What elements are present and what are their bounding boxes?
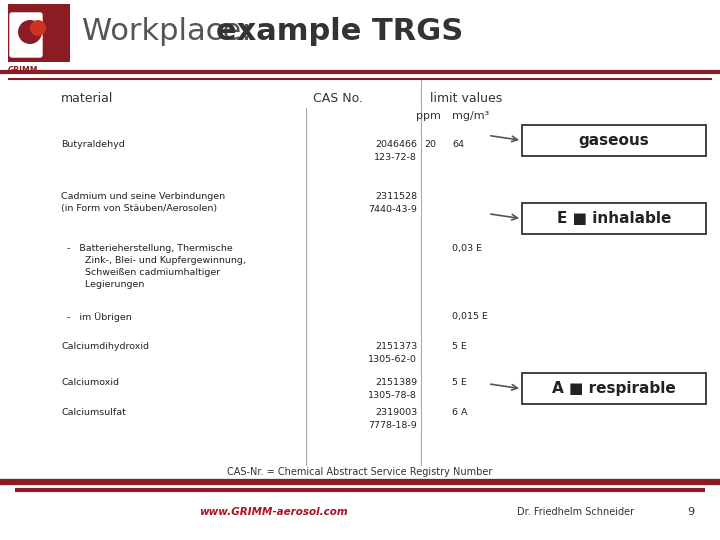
Circle shape xyxy=(18,20,42,44)
FancyBboxPatch shape xyxy=(10,13,42,57)
Text: mg/m³: mg/m³ xyxy=(452,111,490,121)
Circle shape xyxy=(30,20,46,36)
Text: A ■ respirable: A ■ respirable xyxy=(552,381,675,396)
Text: Butyraldehyd: Butyraldehyd xyxy=(61,140,125,149)
Text: Calciumdihydroxid: Calciumdihydroxid xyxy=(61,342,149,351)
Text: 2151373: 2151373 xyxy=(375,342,417,351)
Text: 5 E: 5 E xyxy=(452,342,467,351)
Text: GRIMM: GRIMM xyxy=(8,66,38,75)
FancyBboxPatch shape xyxy=(522,373,706,404)
Text: CAS No.: CAS No. xyxy=(313,91,363,105)
Text: 2151389: 2151389 xyxy=(375,378,417,387)
Text: 1305-62-0: 1305-62-0 xyxy=(369,355,417,364)
FancyBboxPatch shape xyxy=(8,4,70,62)
Text: 123-72-8: 123-72-8 xyxy=(374,153,417,162)
Text: gaseous: gaseous xyxy=(578,133,649,148)
Text: ppm: ppm xyxy=(416,111,441,121)
Text: 0,03 E: 0,03 E xyxy=(452,244,482,253)
Text: 20: 20 xyxy=(424,140,436,149)
Text: 2046466: 2046466 xyxy=(375,140,417,149)
Text: Dr. Friedhelm Schneider: Dr. Friedhelm Schneider xyxy=(518,507,634,517)
Text: 0,015 E: 0,015 E xyxy=(452,312,488,321)
Text: example TRGS: example TRGS xyxy=(216,17,463,46)
Text: material: material xyxy=(61,91,114,105)
Text: 2311528: 2311528 xyxy=(375,192,417,201)
FancyBboxPatch shape xyxy=(522,203,706,234)
Text: Calciumsulfat: Calciumsulfat xyxy=(61,408,126,417)
Text: 64: 64 xyxy=(452,140,464,149)
Text: Workplace:: Workplace: xyxy=(82,17,261,46)
Text: 6 A: 6 A xyxy=(452,408,467,417)
Text: -   Batterieherstellung, Thermische
        Zink-, Blei- und Kupfergewinnung,
  : - Batterieherstellung, Thermische Zink-,… xyxy=(61,244,246,289)
FancyBboxPatch shape xyxy=(522,125,706,156)
Text: Calciumoxid: Calciumoxid xyxy=(61,378,120,387)
Text: 5 E: 5 E xyxy=(452,378,467,387)
Text: limit values: limit values xyxy=(430,91,503,105)
Text: 2319003: 2319003 xyxy=(375,408,417,417)
Text: E ■ inhalable: E ■ inhalable xyxy=(557,211,671,226)
Text: www.GRIMM-aerosol.com: www.GRIMM-aerosol.com xyxy=(199,507,348,517)
Text: CAS-Nr. = Chemical Abstract Service Registry Number: CAS-Nr. = Chemical Abstract Service Regi… xyxy=(228,467,492,477)
Text: -   im Übrigen: - im Übrigen xyxy=(61,312,132,322)
Text: 9: 9 xyxy=(688,507,695,517)
Text: 7440-43-9: 7440-43-9 xyxy=(369,205,417,214)
Text: Cadmium und seine Verbindungen
(in Form von Stäuben/Aerosolen): Cadmium und seine Verbindungen (in Form … xyxy=(61,192,225,213)
Text: 7778-18-9: 7778-18-9 xyxy=(369,421,417,430)
Text: 1305-78-8: 1305-78-8 xyxy=(369,391,417,400)
